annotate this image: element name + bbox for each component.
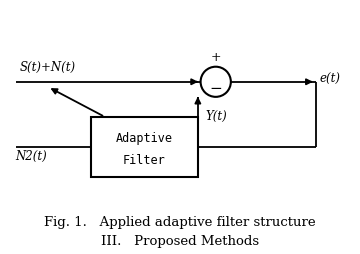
FancyBboxPatch shape — [91, 117, 198, 177]
Text: Fig. 1.   Applied adaptive filter structure: Fig. 1. Applied adaptive filter structur… — [44, 216, 316, 229]
Text: e(t): e(t) — [319, 73, 340, 86]
Text: −: − — [210, 82, 222, 96]
Text: +: + — [211, 51, 221, 64]
Text: S(t)+N(t): S(t)+N(t) — [19, 61, 75, 74]
Text: Y(t): Y(t) — [205, 110, 227, 123]
Text: III.   Proposed Methods: III. Proposed Methods — [101, 235, 259, 248]
Text: Filter: Filter — [123, 154, 166, 167]
Text: Adaptive: Adaptive — [116, 132, 173, 145]
Text: N2(t): N2(t) — [16, 150, 48, 163]
